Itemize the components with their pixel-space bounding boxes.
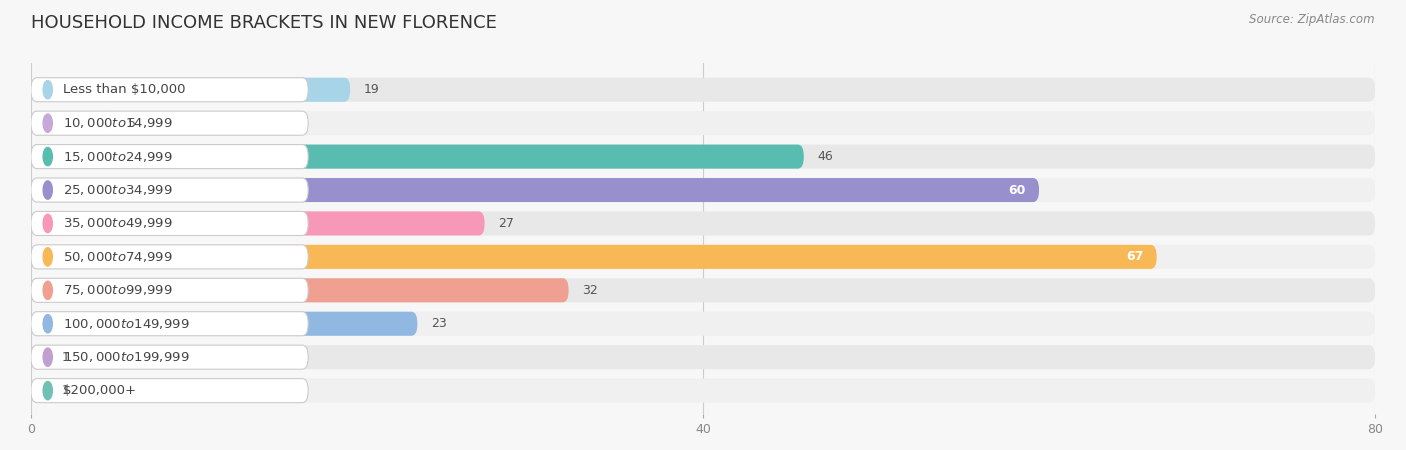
FancyBboxPatch shape	[31, 212, 1375, 235]
FancyBboxPatch shape	[31, 78, 1375, 102]
Text: Less than $10,000: Less than $10,000	[63, 83, 186, 96]
FancyBboxPatch shape	[31, 78, 308, 102]
FancyBboxPatch shape	[31, 111, 1375, 135]
Text: $150,000 to $199,999: $150,000 to $199,999	[63, 350, 190, 364]
Text: Source: ZipAtlas.com: Source: ZipAtlas.com	[1250, 14, 1375, 27]
FancyBboxPatch shape	[31, 178, 308, 202]
FancyBboxPatch shape	[31, 312, 308, 336]
Text: $75,000 to $99,999: $75,000 to $99,999	[63, 284, 173, 297]
Circle shape	[44, 348, 52, 366]
FancyBboxPatch shape	[31, 278, 308, 302]
Text: $25,000 to $34,999: $25,000 to $34,999	[63, 183, 173, 197]
FancyBboxPatch shape	[31, 144, 1375, 169]
FancyBboxPatch shape	[31, 144, 308, 169]
FancyBboxPatch shape	[31, 245, 1157, 269]
FancyBboxPatch shape	[31, 378, 48, 403]
Text: 5: 5	[128, 117, 136, 130]
Circle shape	[44, 382, 52, 400]
Text: 23: 23	[430, 317, 447, 330]
FancyBboxPatch shape	[31, 378, 308, 403]
Text: 1: 1	[62, 351, 69, 364]
FancyBboxPatch shape	[31, 111, 115, 135]
FancyBboxPatch shape	[31, 144, 804, 169]
FancyBboxPatch shape	[31, 178, 1375, 202]
FancyBboxPatch shape	[31, 245, 1375, 269]
FancyBboxPatch shape	[31, 178, 1039, 202]
Circle shape	[44, 315, 52, 333]
Text: 60: 60	[1008, 184, 1025, 197]
FancyBboxPatch shape	[31, 312, 418, 336]
Circle shape	[44, 81, 52, 99]
Circle shape	[44, 214, 52, 233]
Text: 46: 46	[817, 150, 832, 163]
Circle shape	[44, 114, 52, 132]
FancyBboxPatch shape	[31, 278, 568, 302]
Circle shape	[44, 281, 52, 299]
Text: HOUSEHOLD INCOME BRACKETS IN NEW FLORENCE: HOUSEHOLD INCOME BRACKETS IN NEW FLORENC…	[31, 14, 496, 32]
Text: 32: 32	[582, 284, 598, 297]
Text: $15,000 to $24,999: $15,000 to $24,999	[63, 149, 173, 164]
FancyBboxPatch shape	[31, 78, 350, 102]
Circle shape	[44, 181, 52, 199]
Text: 27: 27	[498, 217, 515, 230]
Text: 19: 19	[364, 83, 380, 96]
Text: $35,000 to $49,999: $35,000 to $49,999	[63, 216, 173, 230]
FancyBboxPatch shape	[31, 212, 485, 235]
FancyBboxPatch shape	[31, 312, 1375, 336]
FancyBboxPatch shape	[31, 345, 308, 369]
FancyBboxPatch shape	[31, 345, 1375, 369]
FancyBboxPatch shape	[31, 245, 308, 269]
Circle shape	[44, 248, 52, 266]
FancyBboxPatch shape	[31, 378, 1375, 403]
FancyBboxPatch shape	[31, 212, 308, 235]
Circle shape	[44, 148, 52, 166]
Text: 67: 67	[1126, 250, 1143, 263]
Text: $100,000 to $149,999: $100,000 to $149,999	[63, 317, 190, 331]
FancyBboxPatch shape	[31, 345, 48, 369]
Text: 1: 1	[62, 384, 69, 397]
FancyBboxPatch shape	[31, 111, 308, 135]
Text: $50,000 to $74,999: $50,000 to $74,999	[63, 250, 173, 264]
FancyBboxPatch shape	[31, 278, 1375, 302]
Text: $10,000 to $14,999: $10,000 to $14,999	[63, 116, 173, 130]
Text: $200,000+: $200,000+	[63, 384, 136, 397]
